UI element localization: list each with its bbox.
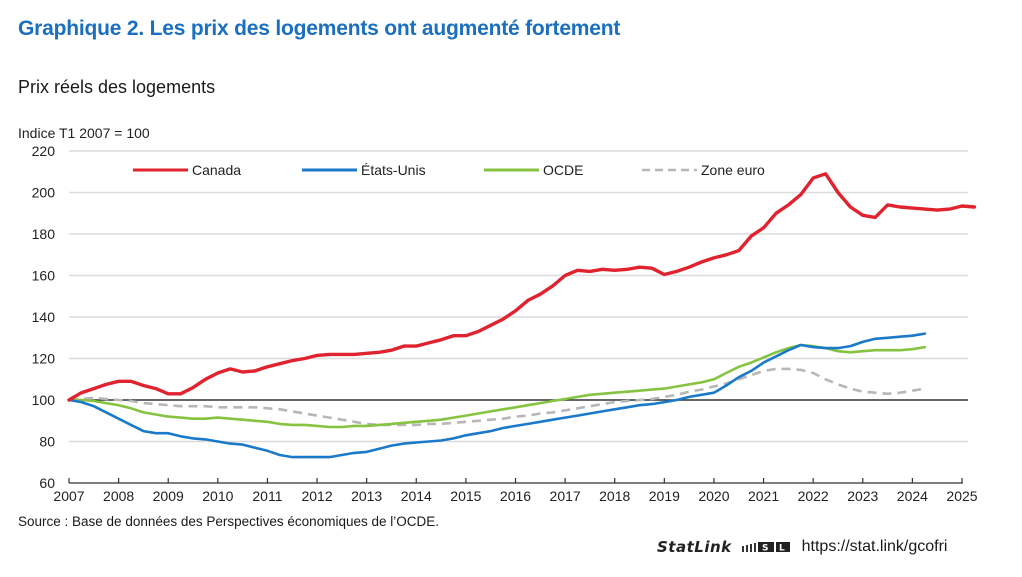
y-tick-label: 140 bbox=[32, 309, 56, 325]
svg-text:S: S bbox=[762, 544, 768, 554]
source-note: Source : Base de données des Perspective… bbox=[18, 514, 439, 529]
series-lines bbox=[67, 172, 977, 459]
x-tick-label: 2014 bbox=[401, 488, 432, 504]
x-tick-label: 2019 bbox=[649, 488, 680, 504]
y-axis-ticks: 60 80 100 120 140 160 180 200 220 bbox=[32, 143, 56, 491]
chart-subtitle: Prix réels des logements bbox=[18, 77, 216, 97]
x-tick-label: 2009 bbox=[153, 488, 184, 504]
statlink: StatLink S L https://stat.link/gcofri bbox=[657, 538, 947, 556]
x-tick-label: 2025 bbox=[946, 488, 977, 504]
statlink-url-link[interactable]: https://stat.link/gcofri bbox=[801, 538, 948, 555]
x-tick-label: 2022 bbox=[798, 488, 829, 504]
series-line--tats-unis bbox=[67, 332, 927, 459]
x-tick-label: 2008 bbox=[103, 488, 134, 504]
x-tick-label: 2024 bbox=[897, 488, 928, 504]
svg-text:L: L bbox=[779, 544, 785, 554]
x-tick-label: 2021 bbox=[748, 488, 779, 504]
x-tick-label: 2007 bbox=[53, 488, 84, 504]
y-tick-label: 160 bbox=[32, 268, 56, 284]
y-tick-label: 80 bbox=[39, 434, 55, 450]
series-line-zone-euro bbox=[68, 367, 926, 427]
x-tick-label: 2023 bbox=[847, 488, 878, 504]
x-tick-label: 2011 bbox=[252, 488, 282, 504]
y-tick-label: 120 bbox=[32, 351, 56, 367]
x-tick-label: 2010 bbox=[202, 488, 233, 504]
y-tick-label: 200 bbox=[32, 185, 56, 201]
y-tick-label: 180 bbox=[32, 226, 56, 242]
legend-label: Canada bbox=[192, 162, 241, 178]
x-tick-label: 2017 bbox=[550, 488, 581, 504]
series-line-canada bbox=[67, 172, 977, 402]
x-tick-label: 2020 bbox=[698, 488, 729, 504]
y-tick-label: 60 bbox=[39, 475, 55, 491]
legend: Canada États-Unis OCDE Zone euro bbox=[133, 162, 765, 178]
legend-label: Zone euro bbox=[701, 162, 765, 178]
y-tick-label: 220 bbox=[32, 143, 56, 159]
x-tick-label: 2013 bbox=[351, 488, 382, 504]
legend-label: OCDE bbox=[543, 162, 583, 178]
series-line-ocde bbox=[67, 343, 927, 429]
x-tick-label: 2018 bbox=[599, 488, 630, 504]
gridlines bbox=[69, 150, 968, 443]
x-tick-label: 2016 bbox=[500, 488, 531, 504]
x-tick-label: 2015 bbox=[450, 488, 481, 504]
legend-label: États-Unis bbox=[361, 162, 426, 178]
statlink-label: StatLink bbox=[657, 538, 732, 556]
y-axis-label: Indice T1 2007 = 100 bbox=[18, 125, 150, 141]
statlink-logo-icon: S L bbox=[741, 542, 790, 554]
chart-title: Graphique 2. Les prix des logements ont … bbox=[18, 17, 621, 40]
x-axis: 2007 2008 2009 2010 2011 2012 2013 2014 2015 2016… bbox=[53, 478, 978, 504]
y-tick-label: 100 bbox=[32, 392, 56, 408]
x-tick-label: 2012 bbox=[301, 488, 332, 504]
